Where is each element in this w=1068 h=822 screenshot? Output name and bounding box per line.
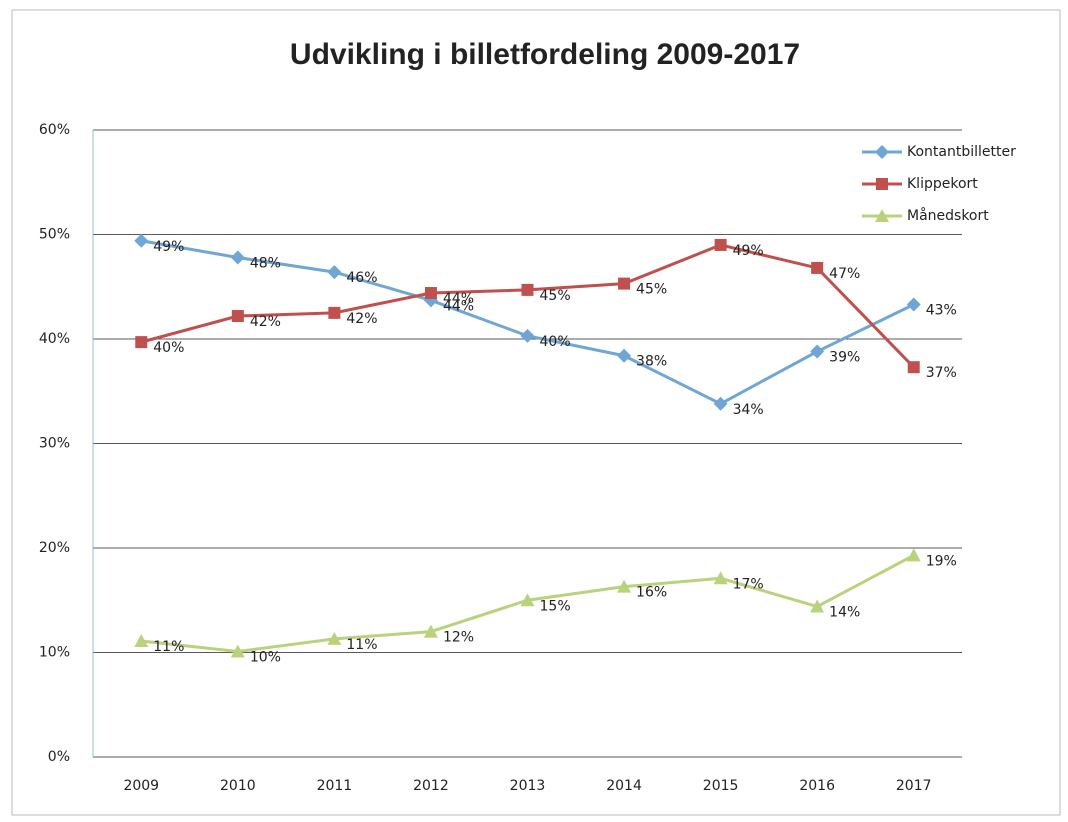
chart-title: Udvikling i billetfordeling 2009-2017 [290,38,800,71]
marker [328,306,341,319]
y-tick-label: 30% [39,436,70,452]
data-label: 11% [153,639,184,655]
data-label: 48% [250,255,281,271]
marker [230,250,245,265]
data-label: 38% [636,354,667,370]
data-label: 37% [926,365,957,381]
x-tick-label: 2015 [703,778,739,794]
data-label: 42% [346,311,377,327]
data-label: 10% [250,649,281,665]
marker [134,634,149,648]
y-tick-label: 20% [39,540,70,556]
marker [230,644,245,658]
marker [811,261,824,274]
chart-border [11,9,1061,816]
x-tick-label: 2014 [606,778,642,794]
marker [617,348,632,363]
marker [907,361,920,374]
marker [135,336,148,349]
data-label: 11% [346,637,377,653]
marker [423,624,438,638]
marker [713,571,728,585]
legend-label: Kontantbilletter [907,144,1016,160]
marker [327,265,342,280]
marker [617,579,632,593]
marker [618,277,631,290]
marker [876,178,888,190]
x-tick-label: 2016 [799,778,835,794]
marker [906,548,921,562]
data-label: 49% [153,239,184,255]
marker [424,287,437,300]
data-label: 47% [829,266,860,282]
marker [231,310,244,323]
marker [875,209,889,222]
data-label: 40% [153,340,184,356]
x-tick-label: 2013 [510,778,546,794]
y-tick-label: 10% [39,645,70,661]
marker [520,593,535,607]
marker [520,328,535,343]
y-tick-label: 60% [39,122,70,138]
data-label: 45% [636,282,667,298]
data-label: 39% [829,350,860,366]
legend-label: Månedskort [907,207,989,224]
y-tick-label: 50% [39,227,70,243]
data-label: 15% [540,598,571,614]
legend-label: Klippekort [907,176,978,192]
marker [714,238,727,251]
y-tick-label: 40% [39,331,70,347]
data-label: 16% [636,585,667,601]
data-label: 49% [733,243,764,259]
x-tick-label: 2010 [220,778,256,794]
data-label: 19% [926,553,957,569]
data-label: 43% [926,303,957,319]
data-label: 34% [733,402,764,418]
data-label: 44% [443,298,474,314]
y-tick-label: 0% [48,749,70,765]
x-tick-label: 2017 [896,778,932,794]
marker [906,297,921,312]
marker [810,599,825,613]
data-label: 14% [829,605,860,621]
marker [327,631,342,645]
data-label: 42% [250,314,281,330]
data-label: 12% [443,630,474,646]
marker [875,145,889,159]
data-label: 46% [346,270,377,286]
data-label: 45% [540,288,571,304]
marker [810,344,825,359]
data-label: 40% [540,334,571,350]
x-tick-label: 2012 [413,778,449,794]
marker [713,396,728,411]
marker [134,233,149,248]
x-tick-label: 2011 [317,778,353,794]
data-label: 17% [733,576,764,592]
data-label: 44% [443,291,474,307]
x-tick-label: 2009 [123,778,159,794]
marker [521,283,534,296]
